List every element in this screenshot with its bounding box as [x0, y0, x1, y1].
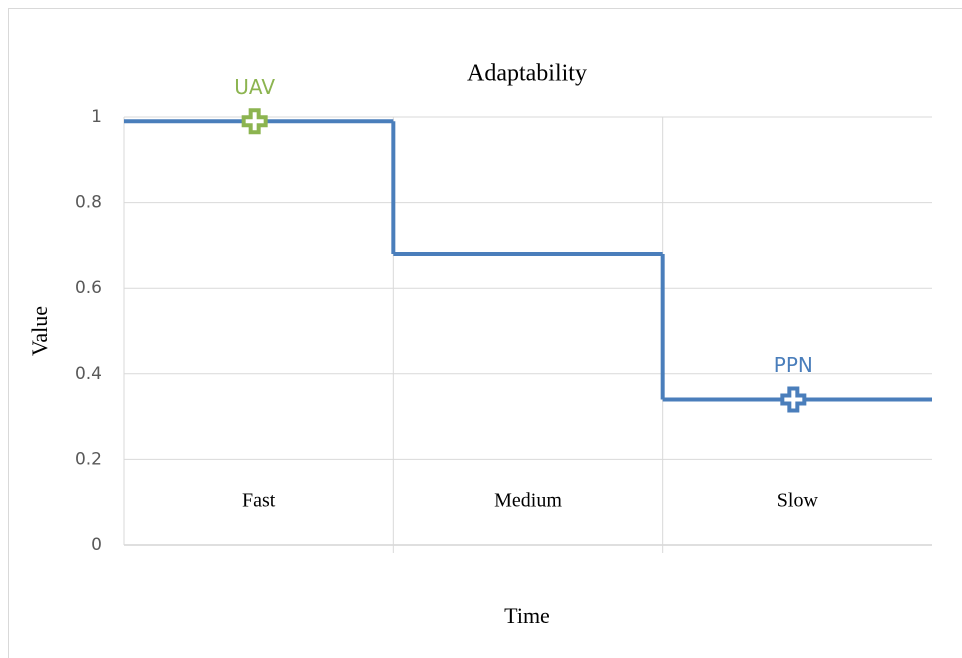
- y-axis-title: Value: [27, 306, 52, 356]
- category-label: Medium: [494, 490, 562, 512]
- point-marker: [780, 386, 807, 413]
- point-marker: [241, 108, 268, 135]
- y-tick-label: 0.8: [75, 193, 102, 213]
- y-tick-label: 0.4: [75, 364, 102, 384]
- point-label: UAV: [234, 75, 275, 99]
- point-label: PPN: [774, 353, 813, 377]
- x-axis-title: Time: [504, 603, 550, 628]
- y-tick-label: 1: [91, 107, 102, 127]
- category-label: Fast: [242, 490, 276, 512]
- marker-part: [780, 386, 807, 413]
- y-tick-label: 0.6: [75, 278, 102, 298]
- y-tick-label: 0: [91, 535, 102, 555]
- marker-part: [241, 108, 268, 135]
- category-label: Slow: [777, 490, 819, 512]
- chart-frame: [8, 8, 962, 658]
- chart-title: Adaptability: [467, 61, 587, 87]
- y-tick-label: 0.2: [75, 449, 102, 469]
